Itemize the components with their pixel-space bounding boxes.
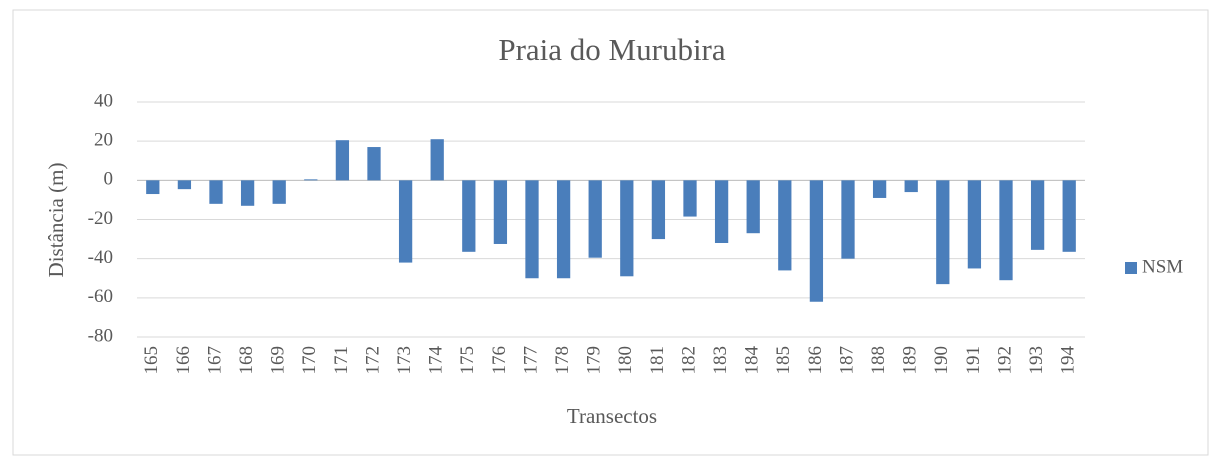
bar bbox=[809, 180, 824, 302]
x-tick-label: 190 bbox=[931, 346, 952, 375]
bar bbox=[146, 180, 160, 195]
x-tick-label: 174 bbox=[426, 346, 447, 375]
x-tick-label: 178 bbox=[552, 346, 573, 375]
x-tick-label: 183 bbox=[710, 346, 731, 375]
y-tick-label: -60 bbox=[88, 286, 113, 307]
x-tick-label: 186 bbox=[805, 346, 826, 375]
chart-frame bbox=[12, 9, 1209, 456]
y-tick-label: 20 bbox=[94, 130, 113, 151]
bar bbox=[240, 180, 255, 206]
x-axis-title: Transectos bbox=[567, 404, 657, 428]
x-tick-label: 177 bbox=[520, 346, 541, 375]
bar bbox=[778, 180, 792, 271]
x-tick-label: 168 bbox=[236, 346, 257, 375]
bar bbox=[462, 180, 476, 252]
x-tick-label: 185 bbox=[773, 346, 794, 375]
x-tick-label: 181 bbox=[647, 346, 668, 375]
bar bbox=[967, 180, 982, 269]
y-tick-label: -80 bbox=[88, 325, 113, 346]
x-tick-label: 193 bbox=[1026, 346, 1047, 375]
x-tick-label: 191 bbox=[963, 346, 984, 375]
x-tick-label: 188 bbox=[868, 346, 889, 375]
bar bbox=[304, 179, 318, 181]
chart-title: Praia do Murubira bbox=[498, 32, 726, 67]
y-tick-label: 0 bbox=[104, 169, 114, 190]
bar bbox=[683, 180, 697, 217]
x-tick-label: 172 bbox=[362, 346, 383, 375]
bar bbox=[525, 180, 539, 279]
bar bbox=[620, 180, 634, 277]
bar bbox=[936, 180, 950, 285]
x-tick-label: 169 bbox=[268, 346, 289, 375]
x-tick-label: 175 bbox=[457, 346, 478, 375]
legend-swatch bbox=[1125, 262, 1137, 274]
x-tick-label: 167 bbox=[204, 346, 225, 375]
x-tick-label: 194 bbox=[1058, 346, 1079, 375]
y-tick-label: -40 bbox=[88, 247, 113, 268]
bar bbox=[714, 180, 729, 243]
x-tick-label: 170 bbox=[299, 346, 320, 375]
x-tick-label: 171 bbox=[331, 346, 352, 375]
x-tick-label: 176 bbox=[489, 346, 510, 375]
bar bbox=[904, 180, 918, 193]
x-tick-label: 189 bbox=[900, 346, 921, 375]
x-tick-label: 182 bbox=[678, 346, 699, 375]
bar bbox=[1062, 180, 1076, 252]
x-tick-label: 166 bbox=[173, 346, 194, 375]
bar bbox=[872, 180, 887, 198]
bar bbox=[272, 180, 286, 204]
y-tick-label: 40 bbox=[94, 90, 113, 111]
bar bbox=[177, 180, 192, 190]
bar bbox=[841, 180, 855, 259]
x-tick-label: 184 bbox=[742, 346, 763, 375]
bar bbox=[493, 180, 508, 244]
y-tick-label: -20 bbox=[88, 208, 113, 229]
x-tick-label: 192 bbox=[994, 346, 1015, 375]
bar bbox=[746, 180, 760, 234]
bar bbox=[430, 139, 444, 181]
y-axis-title: Distância (m) bbox=[44, 163, 68, 278]
x-tick-label: 173 bbox=[394, 346, 415, 375]
bar bbox=[999, 180, 1013, 281]
x-tick-label: 179 bbox=[584, 346, 605, 375]
bar bbox=[367, 147, 381, 181]
bar bbox=[335, 140, 350, 181]
bar bbox=[588, 180, 602, 258]
bar bbox=[209, 180, 223, 204]
x-tick-label: 165 bbox=[141, 346, 162, 375]
x-tick-label: 187 bbox=[836, 346, 857, 375]
x-tick-label: 180 bbox=[615, 346, 636, 375]
bar bbox=[651, 180, 666, 240]
bar bbox=[556, 180, 571, 279]
bar bbox=[398, 180, 413, 263]
bar bbox=[1030, 180, 1045, 250]
legend-label: NSM bbox=[1142, 256, 1183, 277]
